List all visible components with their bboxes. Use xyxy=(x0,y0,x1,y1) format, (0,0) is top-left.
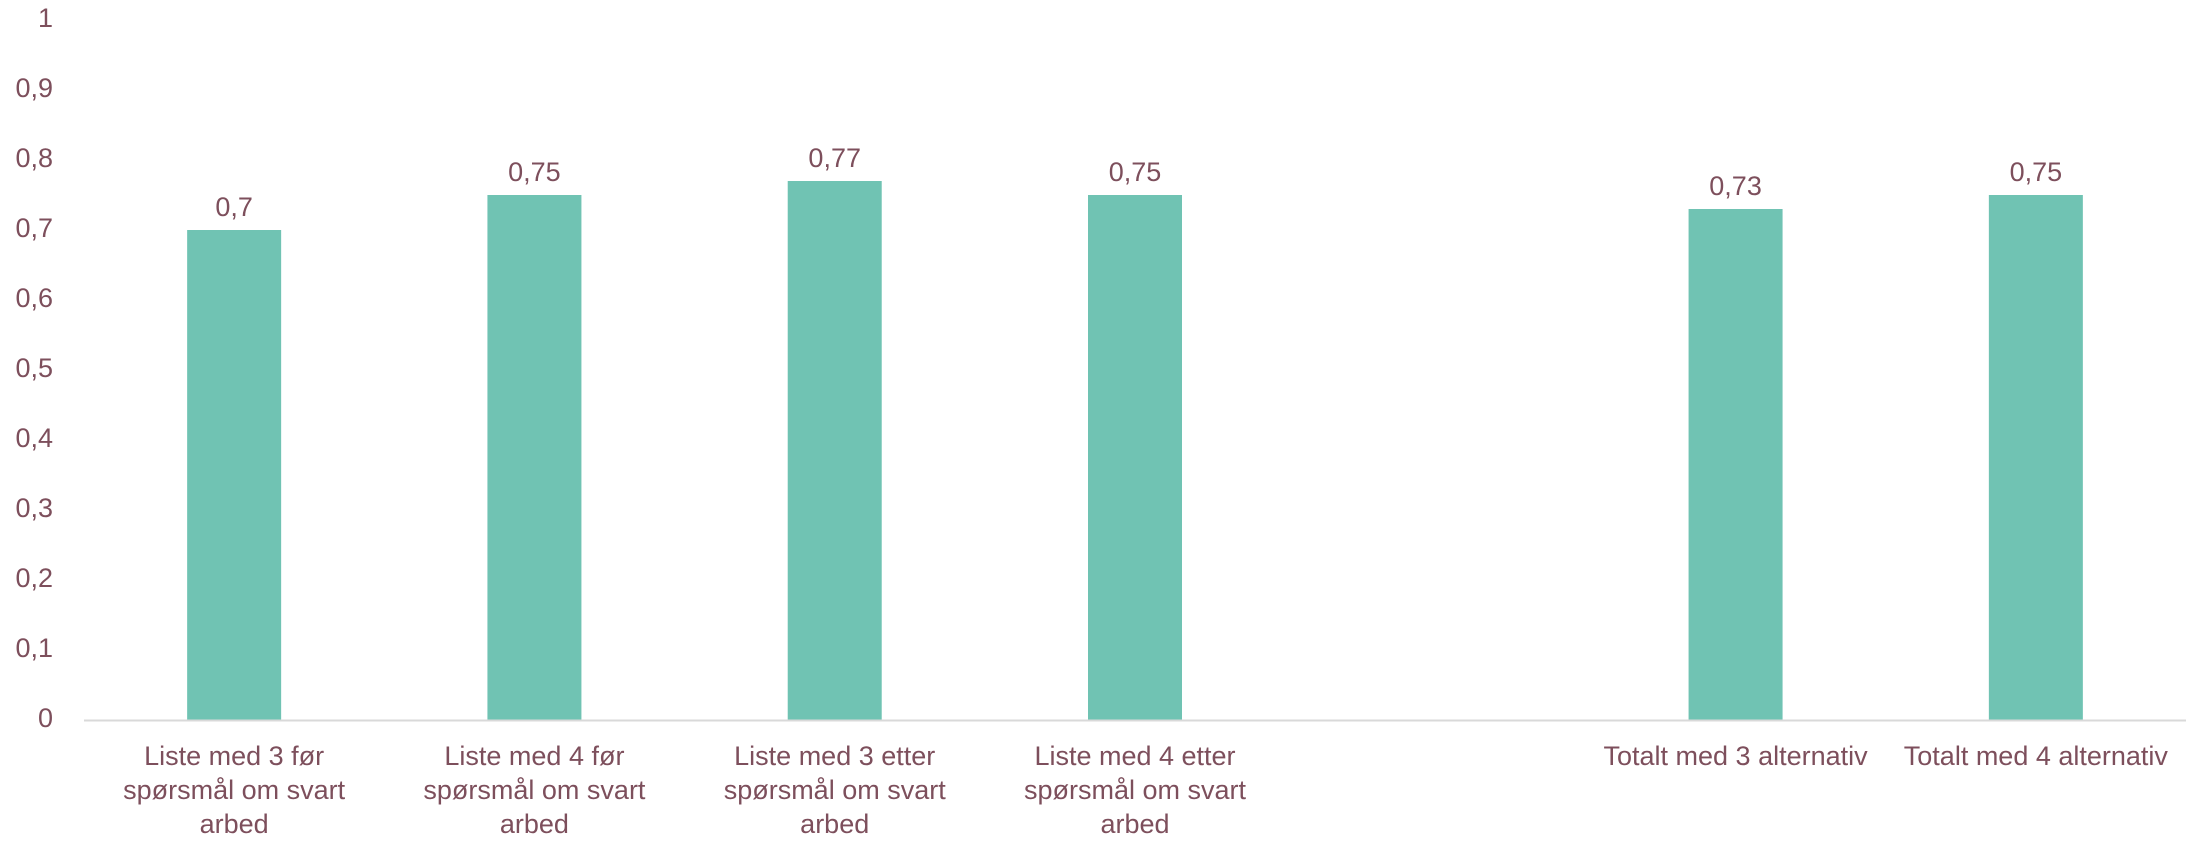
data-labels: 0,7 0,75 0,77 0,75 0,73 0,75 xyxy=(215,143,2062,222)
bar xyxy=(187,230,282,720)
y-axis-ticks: 0 0,1 0,2 0,3 0,4 0,5 0,6 0,7 0,8 0,9 1 xyxy=(15,3,53,733)
bar xyxy=(1088,195,1182,720)
y-tick-label: 0,9 xyxy=(15,73,53,103)
x-tick-label-line: spørsmål om svart xyxy=(1024,775,1247,805)
x-tick-label-line: Liste med 4 før xyxy=(444,741,624,771)
x-tick-label: Totalt med 4 alternativ xyxy=(1904,741,2169,771)
x-tick-label-line: Totalt med 3 alternativ xyxy=(1604,741,1869,771)
bar xyxy=(1688,209,1783,720)
data-label: 0,77 xyxy=(808,143,861,173)
bar xyxy=(487,195,582,720)
y-tick-label: 0,1 xyxy=(15,633,53,663)
x-tick-label-line: spørsmål om svart xyxy=(123,775,346,805)
y-tick-label: 0,2 xyxy=(15,563,53,593)
x-tick-label-line: arbed xyxy=(500,809,569,839)
x-tick-label: Liste med 3 etter spørsmål om svart arbed xyxy=(724,741,947,839)
bar-series xyxy=(187,181,2083,720)
y-tick-label: 0,7 xyxy=(15,213,53,243)
y-tick-label: 0,6 xyxy=(15,283,53,313)
data-label: 0,7 xyxy=(215,192,253,222)
x-tick-label: Liste med 4 før spørsmål om svart arbed xyxy=(423,741,646,839)
y-tick-label: 0,4 xyxy=(15,423,53,453)
x-tick-label-line: Liste med 3 etter xyxy=(734,741,935,771)
x-tick-label-line: Totalt med 4 alternativ xyxy=(1904,741,2169,771)
x-tick-label-line: arbed xyxy=(800,809,869,839)
bar xyxy=(787,181,882,720)
x-tick-label-line: spørsmål om svart xyxy=(724,775,947,805)
data-label: 0,75 xyxy=(2010,157,2063,187)
data-label: 0,73 xyxy=(1709,171,1762,201)
data-label: 0,75 xyxy=(508,157,561,187)
data-label: 0,75 xyxy=(1109,157,1162,187)
x-tick-label-line: Liste med 4 etter xyxy=(1034,741,1235,771)
y-tick-label: 1 xyxy=(38,3,53,33)
bar xyxy=(1988,195,2083,720)
x-tick-label: Liste med 4 etter spørsmål om svart arbed xyxy=(1024,741,1247,839)
y-tick-label: 0,3 xyxy=(15,493,53,523)
y-tick-label: 0 xyxy=(38,703,53,733)
y-tick-label: 0,8 xyxy=(15,143,53,173)
x-tick-label-line: arbed xyxy=(200,809,269,839)
x-tick-label-line: spørsmål om svart xyxy=(423,775,646,805)
x-tick-label: Liste med 3 før spørsmål om svart arbed xyxy=(123,741,346,839)
x-tick-label-line: Liste med 3 før xyxy=(144,741,324,771)
x-tick-label: Totalt med 3 alternativ xyxy=(1604,741,1869,771)
x-axis-labels: Liste med 3 før spørsmål om svart arbedLis… xyxy=(123,741,2168,839)
y-tick-label: 0,5 xyxy=(15,353,53,383)
x-tick-label-line: arbed xyxy=(1100,809,1169,839)
